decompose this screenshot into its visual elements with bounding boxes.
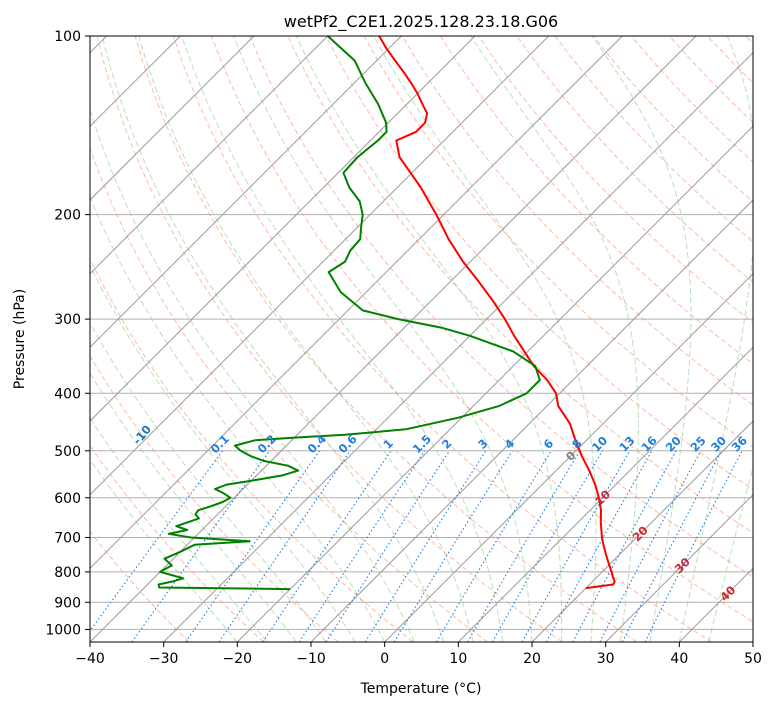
y-tick-label: 1000 xyxy=(45,622,81,638)
isotherm-line xyxy=(90,36,697,642)
moist-adiabat-line xyxy=(90,417,268,642)
moist-adiabat-line xyxy=(678,36,753,642)
moist-adiabat-line xyxy=(90,264,356,642)
mixing-ratio-line xyxy=(298,450,426,642)
moist-adiabats xyxy=(90,36,753,642)
mixing-ratio-line xyxy=(364,450,487,642)
dry-adiabat-line xyxy=(90,354,339,642)
x-axis-label: Temperature (°C) xyxy=(360,681,482,697)
moist-adiabat-line xyxy=(138,36,474,642)
y-tick-label: 300 xyxy=(54,312,81,328)
y-tick-label: 800 xyxy=(54,565,81,581)
isotherms xyxy=(90,36,753,642)
plot-frame xyxy=(89,35,754,643)
moist-adiabat-line xyxy=(90,372,297,642)
y-tick-label: 600 xyxy=(54,491,81,507)
isotherm-line xyxy=(384,272,753,642)
mixing-ratio-line xyxy=(325,450,451,642)
mixing-ratio-line xyxy=(185,450,321,642)
moist-adiabat-line xyxy=(90,459,238,642)
dry-adiabat-line xyxy=(211,36,753,623)
isotherm-line xyxy=(531,420,753,642)
dry-adiabat-line xyxy=(90,147,488,642)
isotherm-line xyxy=(310,199,753,642)
mixing-ratio-line xyxy=(572,450,677,642)
plot-area: 0.10.20.40.611.52346810131620253036-100-… xyxy=(90,36,753,642)
pressure-grid xyxy=(90,36,753,630)
moist-adiabat-line xyxy=(90,321,327,642)
dry-adiabat-line xyxy=(90,530,190,642)
x-axis: −40 −30 −20 −10 0 10 20 30 40 50 xyxy=(75,642,762,667)
y-tick-label: 400 xyxy=(54,386,81,402)
dry-adiabat-line xyxy=(516,36,753,283)
mixing-ratio-line xyxy=(644,450,743,642)
moist-adiabat-line xyxy=(90,108,415,642)
moist-adiabat-line xyxy=(295,36,563,642)
moist-adiabat-line xyxy=(470,36,639,642)
isotherm-line xyxy=(90,36,255,201)
x-tick-label: −40 xyxy=(75,651,105,667)
moist-adiabat-line xyxy=(101,36,445,642)
isotherm-line xyxy=(90,36,402,349)
dry-adiabat-line xyxy=(90,444,264,642)
dry-adiabat-line xyxy=(134,36,638,642)
moist-adiabat-line xyxy=(181,36,503,642)
y-tick-label: 200 xyxy=(54,208,81,224)
chart-title: wetPf2_C2E1.2025.128.23.18.G06 xyxy=(284,12,558,32)
isotherm-line xyxy=(90,36,329,275)
moist-adiabat-line xyxy=(232,36,533,642)
isotherm-line xyxy=(236,125,753,642)
y-axis: 100 200 300 400 500 600 700 800 900 1000 xyxy=(45,29,90,638)
mixing-ratio-line xyxy=(435,450,552,642)
dry-adiabat-line xyxy=(96,36,563,642)
x-tick-label: 30 xyxy=(597,651,615,667)
moist-adiabat-line xyxy=(90,195,386,642)
mixing-ratio-line xyxy=(131,450,271,642)
isotherm-line xyxy=(457,346,753,642)
dry-adiabats xyxy=(90,36,753,642)
mixing-ratio-lines xyxy=(90,450,743,642)
y-tick-label: 100 xyxy=(54,29,81,45)
isotherm-line xyxy=(90,36,623,570)
x-tick-label: 10 xyxy=(449,651,467,667)
moist-adiabat-line xyxy=(591,36,692,642)
isotherm-line xyxy=(605,493,753,642)
mixing-ratio-line xyxy=(218,450,351,642)
isotherm-line xyxy=(163,51,753,642)
mixing-ratio-line xyxy=(521,450,631,642)
y-tick-label: 900 xyxy=(54,595,81,611)
dry-adiabat-line xyxy=(325,36,753,491)
isotherm-line xyxy=(90,36,476,422)
dewpoint-profile xyxy=(157,36,541,591)
x-tick-label: 40 xyxy=(670,651,688,667)
x-tick-label: 20 xyxy=(523,651,541,667)
y-tick-label: 700 xyxy=(54,531,81,547)
y-tick-label: 500 xyxy=(54,444,81,460)
dry-adiabat-line xyxy=(401,36,753,406)
mixing-ratio-line xyxy=(599,450,702,642)
x-tick-label: 50 xyxy=(744,651,762,667)
isotherm-line xyxy=(90,36,550,496)
x-tick-label: −10 xyxy=(296,651,326,667)
mixing-ratio-line xyxy=(545,450,653,642)
y-axis-label: Pressure (hPa) xyxy=(12,289,28,389)
dry-adiabat-line xyxy=(439,36,753,365)
x-tick-label: 0 xyxy=(380,651,389,667)
x-tick-label: −30 xyxy=(149,651,179,667)
x-tick-label: −20 xyxy=(223,651,253,667)
mixing-ratio-line xyxy=(262,450,392,642)
dry-adiabat-line xyxy=(249,36,753,578)
dry-adiabat-line xyxy=(172,36,712,642)
mixing-ratio-line xyxy=(90,450,224,632)
sounding-series xyxy=(157,36,616,591)
